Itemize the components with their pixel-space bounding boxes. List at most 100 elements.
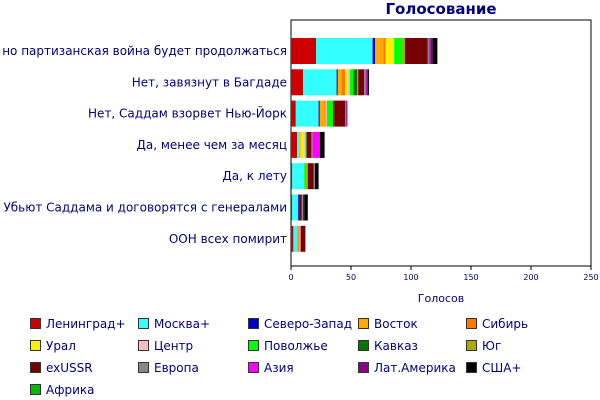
legend-swatch xyxy=(138,318,149,329)
bar-segment xyxy=(336,69,338,96)
legend-item: США+ xyxy=(466,360,576,375)
legend-label: Юг xyxy=(482,338,502,353)
bar-segment xyxy=(430,38,433,64)
bar-segment xyxy=(299,131,301,158)
category-label: Убьют Саддама и договорятся с генералами xyxy=(3,201,287,215)
bar-segment xyxy=(333,100,335,127)
legend-item: Восток xyxy=(358,316,466,331)
bar-segment xyxy=(298,194,300,221)
bar-segment xyxy=(394,38,403,64)
bar-segment xyxy=(291,225,294,252)
bar-segment xyxy=(318,100,320,127)
bar-segment xyxy=(385,38,393,64)
bar-segment xyxy=(337,69,342,96)
chart: Голосование 0 50 100 150 200 250 Да, но партиз… xyxy=(0,0,599,305)
bar-segment xyxy=(383,38,386,64)
bar-segment xyxy=(334,100,345,127)
legend-item: Центр xyxy=(138,338,248,353)
legend-item: exUSSR xyxy=(30,360,138,375)
bar-segment xyxy=(295,100,319,127)
legend-item: Лат.Америка xyxy=(358,360,466,375)
bar-segment xyxy=(299,225,301,252)
bar-segment xyxy=(305,131,307,158)
bar-segment xyxy=(367,69,369,96)
bar-segment xyxy=(300,131,305,158)
bar-segment xyxy=(432,38,438,64)
bar-segment xyxy=(306,131,312,158)
bar-segment xyxy=(347,69,350,96)
legend-label: Европа xyxy=(154,360,199,375)
category-label: Да, к лету xyxy=(222,169,287,183)
bar-segment xyxy=(293,225,297,252)
bar-segment xyxy=(375,38,384,64)
bar-segment xyxy=(366,69,368,96)
bar-segment xyxy=(307,163,314,190)
bar-segment xyxy=(427,38,429,64)
bar-segment xyxy=(291,163,293,190)
legend-swatch xyxy=(30,318,41,329)
bar-segment xyxy=(325,100,327,127)
bar-segment xyxy=(291,131,297,158)
bar-segment xyxy=(358,69,365,96)
bar-segment xyxy=(346,100,348,127)
bar-segment xyxy=(291,194,293,221)
bar-segment xyxy=(349,69,354,96)
legend-swatch xyxy=(358,362,369,373)
bar-segment xyxy=(299,194,302,221)
legend-label: Африка xyxy=(46,382,95,397)
legend-swatch xyxy=(466,362,477,373)
legend-label: Кавказ xyxy=(374,338,418,353)
legend-item: Северо-Запад xyxy=(248,316,358,331)
bar-segment xyxy=(327,100,333,127)
bar-segment xyxy=(301,194,303,221)
legend-item: Поволжье xyxy=(248,338,358,353)
bar-segment xyxy=(292,194,299,221)
legend-swatch xyxy=(248,362,259,373)
bar-segment xyxy=(311,131,313,158)
bar-segment xyxy=(291,69,303,96)
legend-item: Европа xyxy=(138,360,248,375)
bar-segment xyxy=(345,100,347,127)
legend-swatch xyxy=(358,318,369,329)
legend-item: Москва+ xyxy=(138,316,248,331)
x-tick-label: 250 xyxy=(583,273,598,282)
bar-segment xyxy=(315,163,319,190)
legend-label: exUSSR xyxy=(46,360,93,375)
bar-segment xyxy=(364,69,366,96)
bar-segment xyxy=(303,163,305,190)
bar-segment xyxy=(372,38,375,64)
bar-segment xyxy=(303,194,305,221)
x-tick-label: 0 xyxy=(288,273,293,282)
bar-segment xyxy=(402,38,405,64)
chart-title: Голосование xyxy=(385,0,496,18)
legend-swatch xyxy=(138,340,149,351)
category-label: Нет, Саддам взорвет Нью-Йорк xyxy=(88,106,287,121)
legend-swatch xyxy=(30,362,41,373)
bar-segment xyxy=(324,100,326,127)
bar-segment xyxy=(298,225,300,252)
bar-segment xyxy=(303,69,337,96)
legend-label: Ленинград+ xyxy=(46,316,126,331)
bar-segment xyxy=(313,163,315,190)
bar-segment xyxy=(319,131,325,158)
legend-swatch xyxy=(466,340,477,351)
category-label: Да, менее чем за месяц xyxy=(136,138,287,152)
bar-segment xyxy=(353,69,357,96)
bar-segment xyxy=(429,38,431,64)
category-label: Нет, завязнут в Багдаде xyxy=(132,75,287,89)
legend-swatch xyxy=(466,318,477,329)
legend: Ленинград+ Москва+ Северо-Запад Восток Сибир… xyxy=(30,316,600,397)
legend-label: Урал xyxy=(46,338,76,353)
x-tick-label: 100 xyxy=(403,273,418,282)
legend-item: Ленинград+ xyxy=(30,316,138,331)
legend-label: Лат.Америка xyxy=(374,360,456,375)
legend-swatch xyxy=(358,340,369,351)
x-axis-title: Голосов xyxy=(418,292,464,305)
legend-swatch xyxy=(30,340,41,351)
legend-label: Москва+ xyxy=(154,316,211,331)
legend-label: Поволжье xyxy=(264,338,328,353)
legend-label: Сибирь xyxy=(482,316,529,331)
bar-segment xyxy=(292,163,303,190)
legend-swatch xyxy=(30,384,41,395)
bar-segment xyxy=(345,69,348,96)
